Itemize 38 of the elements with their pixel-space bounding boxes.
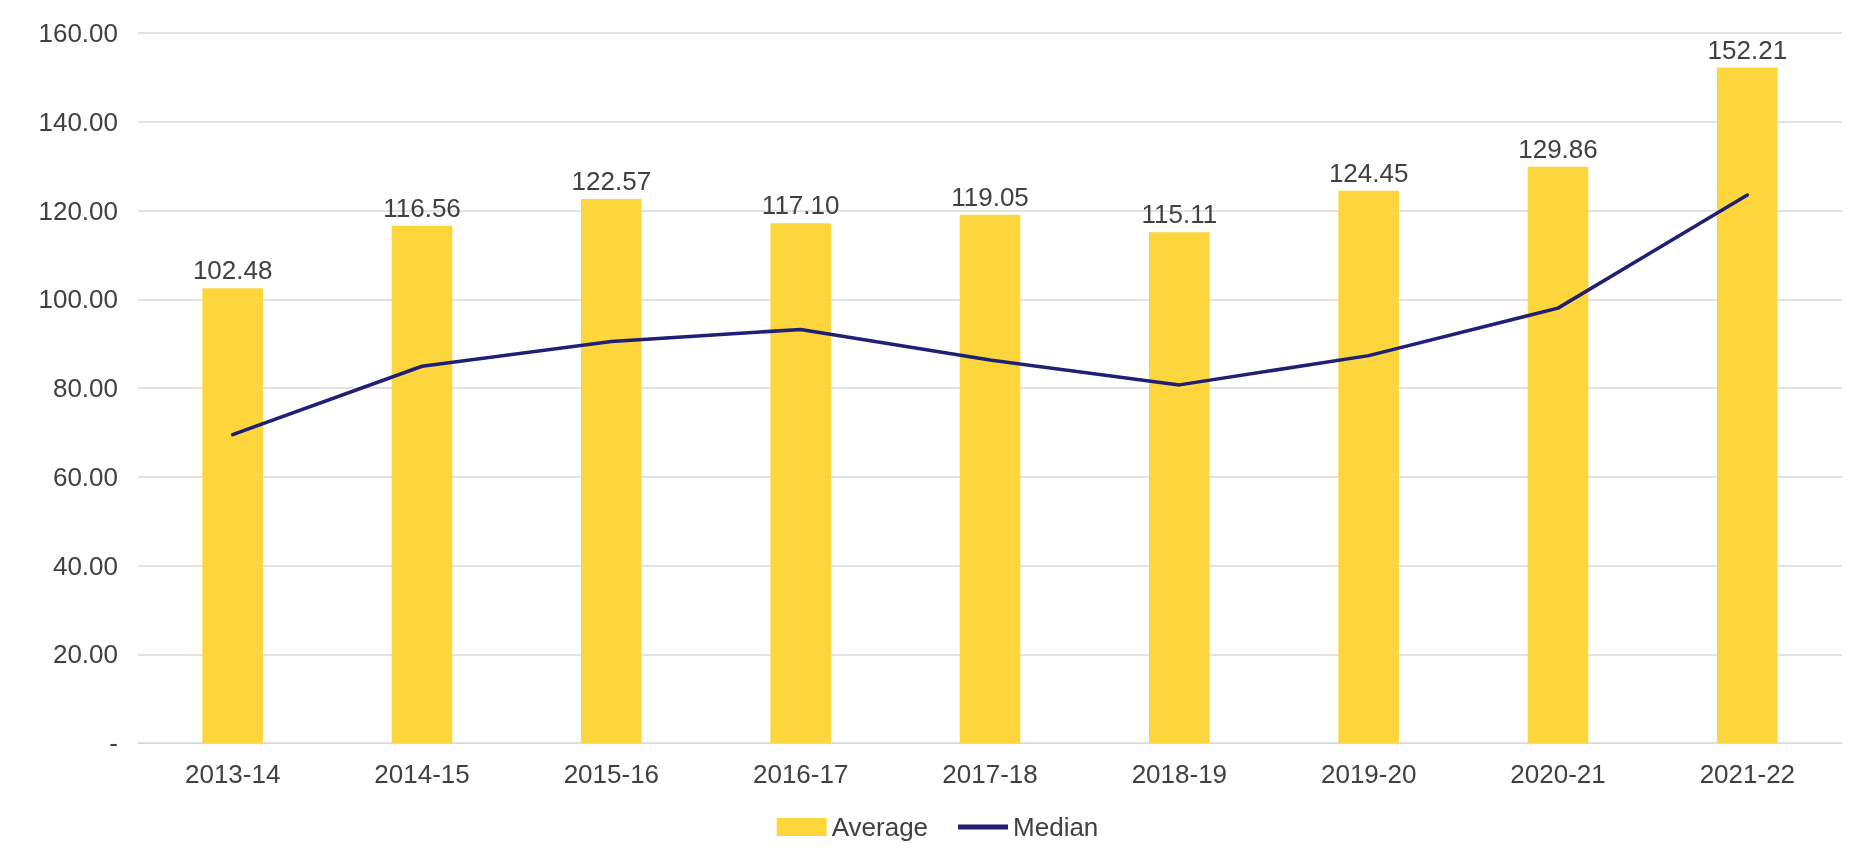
x-tick-label: 2020-21 <box>1510 759 1606 789</box>
x-tick-label: 2014-15 <box>374 759 470 789</box>
legend-label: Median <box>1013 812 1099 842</box>
bar <box>581 199 642 743</box>
y-tick-label: 60.00 <box>52 461 118 492</box>
bar <box>1149 232 1210 743</box>
x-tick-label: 2019-20 <box>1320 759 1417 789</box>
bar <box>959 214 1021 743</box>
x-tick-label: 2017-18 <box>942 759 1038 789</box>
bar <box>391 225 453 743</box>
y-tick-label: - <box>109 728 118 758</box>
y-tick-label: 140.00 <box>38 106 118 137</box>
x-tick-label: 2013-14 <box>184 759 281 789</box>
data-label: 122.57 <box>571 166 652 197</box>
bar <box>1338 190 1399 743</box>
y-tick-label: 160.00 <box>38 18 118 48</box>
bar <box>770 223 831 743</box>
y-tick-label: 20.00 <box>52 639 118 670</box>
y-tick-label: 100.00 <box>38 284 118 315</box>
data-label: 129.86 <box>1518 133 1598 164</box>
y-tick-label: 120.00 <box>38 195 118 226</box>
data-label: 152.21 <box>1707 34 1788 65</box>
legend-label: Average <box>831 812 929 842</box>
data-label: 117.10 <box>761 190 840 221</box>
x-tick-label: 2018-19 <box>1131 759 1228 789</box>
data-label: 115.11 <box>1141 199 1218 230</box>
data-label: 124.45 <box>1328 157 1409 188</box>
bar <box>1717 67 1778 743</box>
data-label: 102.48 <box>192 255 273 286</box>
x-tick-label: 2021-22 <box>1699 759 1796 789</box>
data-label: 119.05 <box>951 181 1029 212</box>
bar <box>1527 166 1589 743</box>
x-tick-label: 2016-17 <box>752 759 849 789</box>
x-tick-label: 2015-16 <box>563 759 660 789</box>
bar <box>202 288 263 743</box>
y-tick-label: 40.00 <box>52 550 118 581</box>
y-tick-label: 80.00 <box>52 373 118 403</box>
data-label: 116.56 <box>383 192 461 223</box>
